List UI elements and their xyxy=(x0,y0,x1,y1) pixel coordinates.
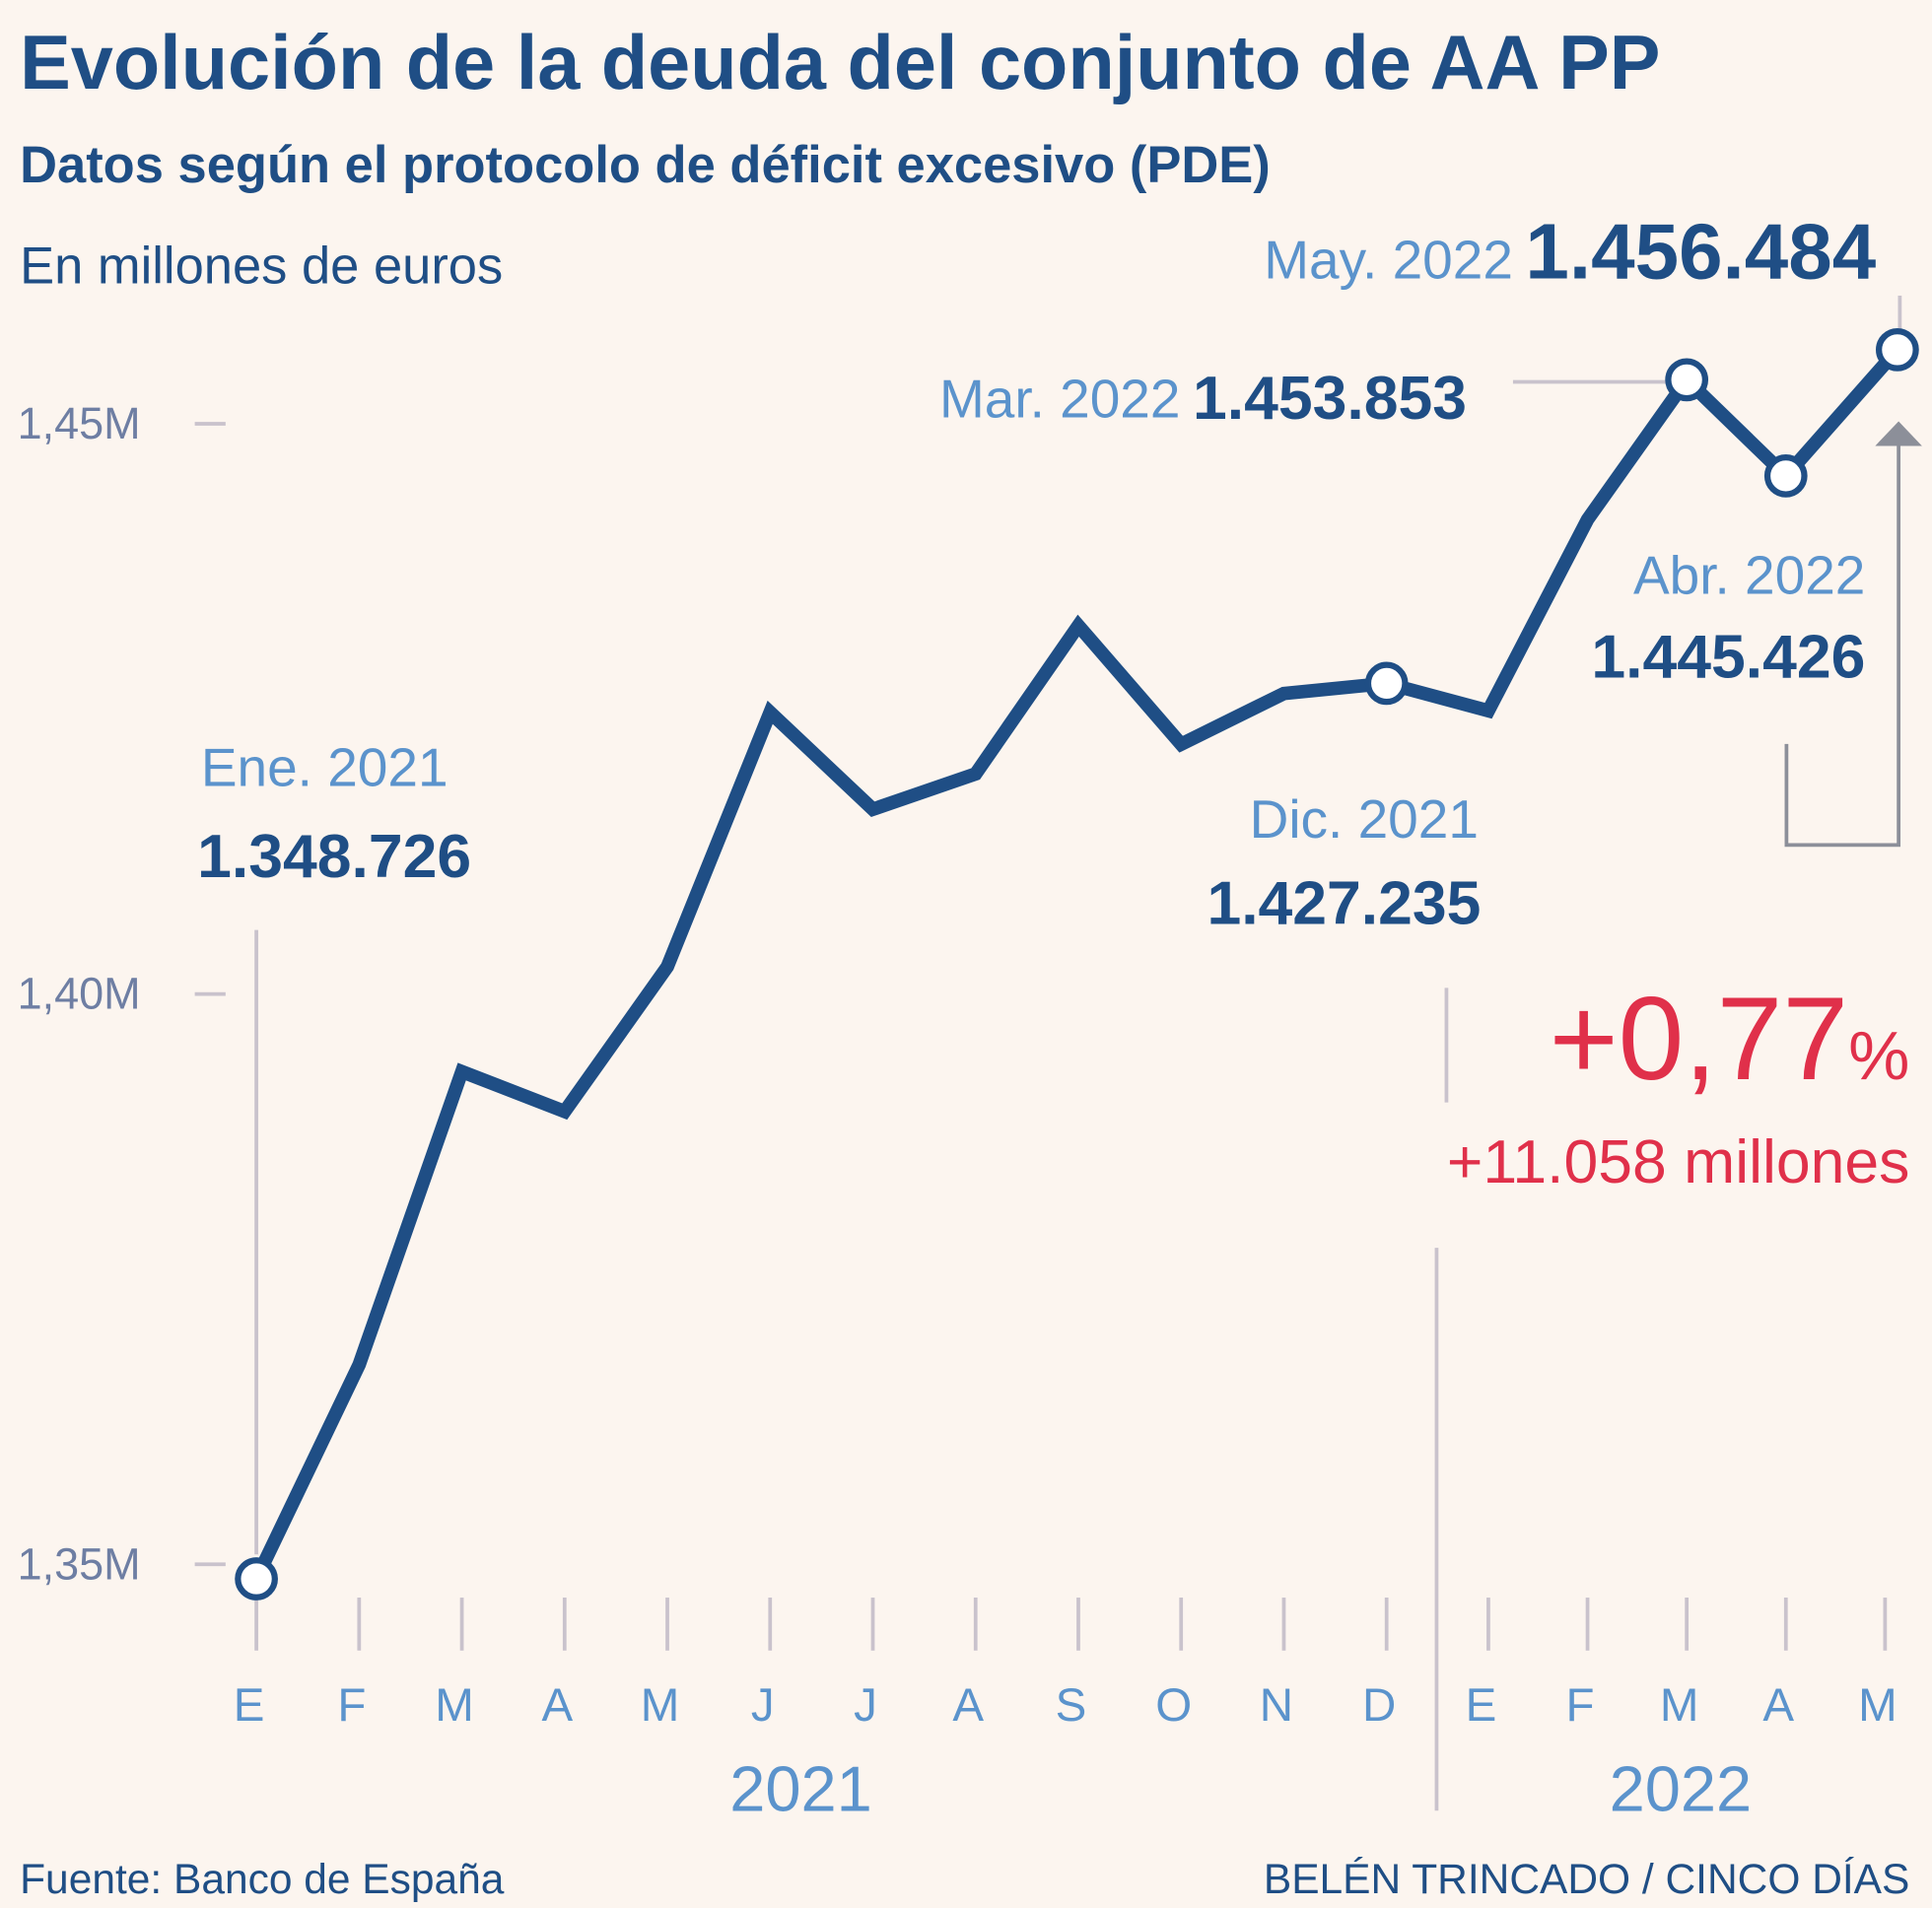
chart-title: Evolución de la deuda del conjunto de AA… xyxy=(20,21,1660,105)
change-bracket xyxy=(1784,443,1901,848)
unit-label: En millones de euros xyxy=(20,237,503,295)
x-tick-label: M xyxy=(641,1679,680,1732)
change-absolute: +11.058 millones xyxy=(1447,1127,1910,1196)
x-tick-label: E xyxy=(234,1679,265,1732)
x-tick-label: F xyxy=(337,1679,366,1732)
credit-note: BELÉN TRINCADO / CINCO DÍAS xyxy=(1264,1857,1909,1903)
x-tick-label: N xyxy=(1260,1679,1293,1732)
annotation-value-may-2022: 1.456.484 xyxy=(1525,207,1876,295)
source-note: Fuente: Banco de España xyxy=(20,1857,505,1903)
x-tick-label: M xyxy=(435,1679,474,1732)
x-tick-label: O xyxy=(1155,1679,1192,1732)
x-tick-label: A xyxy=(952,1679,984,1732)
data-point-marker xyxy=(1763,454,1808,498)
x-tick-label: M xyxy=(1660,1679,1699,1732)
y-axis: 1,35M 1,40M 1,45M xyxy=(18,398,226,1589)
annotation-label-may-2022: May. 2022 xyxy=(1264,229,1513,290)
y-tick-label: 1,40M xyxy=(18,969,141,1019)
y-tick-label: 1,35M xyxy=(18,1538,141,1589)
chart-subtitle: Datos según el protocolo de déficit exce… xyxy=(20,136,1271,194)
annotation-label-mar-2022: Mar. 2022 xyxy=(939,369,1181,430)
year-label-2021: 2021 xyxy=(729,1752,872,1824)
x-tick-label: J xyxy=(854,1679,877,1732)
change-percent-value: +0,77 xyxy=(1550,973,1849,1105)
data-point-marker xyxy=(235,1557,278,1601)
x-tick-label: S xyxy=(1056,1679,1087,1732)
annotation-label-dic-2021: Dic. 2021 xyxy=(1250,788,1479,850)
annotation-value-abr-2022: 1.445.426 xyxy=(1591,622,1865,691)
change-percent: +0,77% xyxy=(1550,973,1910,1105)
x-tick-label: F xyxy=(1566,1679,1595,1732)
arrow-up-icon xyxy=(1875,421,1922,446)
annotation-label-ene-2021: Ene. 2021 xyxy=(201,736,448,797)
x-tick-label: J xyxy=(751,1679,775,1732)
x-tick-label: A xyxy=(541,1679,573,1732)
annotation-value-ene-2021: 1.348.726 xyxy=(197,822,471,891)
x-tick-label: E xyxy=(1466,1679,1497,1732)
x-tick-label: A xyxy=(1762,1679,1794,1732)
x-tick-label: M xyxy=(1858,1679,1898,1732)
annotation-value-dic-2021: 1.427.235 xyxy=(1207,868,1481,937)
data-point-marker xyxy=(1876,328,1919,372)
data-point-marker xyxy=(1364,661,1409,706)
y-tick-label: 1,45M xyxy=(18,398,141,448)
series-line-group xyxy=(235,328,1919,1601)
annotation-label-abr-2022: Abr. 2022 xyxy=(1633,544,1865,605)
series-line xyxy=(249,345,1903,1583)
x-tick-label: D xyxy=(1362,1679,1396,1732)
data-point-marker xyxy=(1665,358,1709,402)
annotation-value-mar-2022: 1.453.853 xyxy=(1193,364,1467,433)
year-label-2022: 2022 xyxy=(1610,1752,1753,1824)
change-percent-sign: % xyxy=(1848,1017,1909,1094)
